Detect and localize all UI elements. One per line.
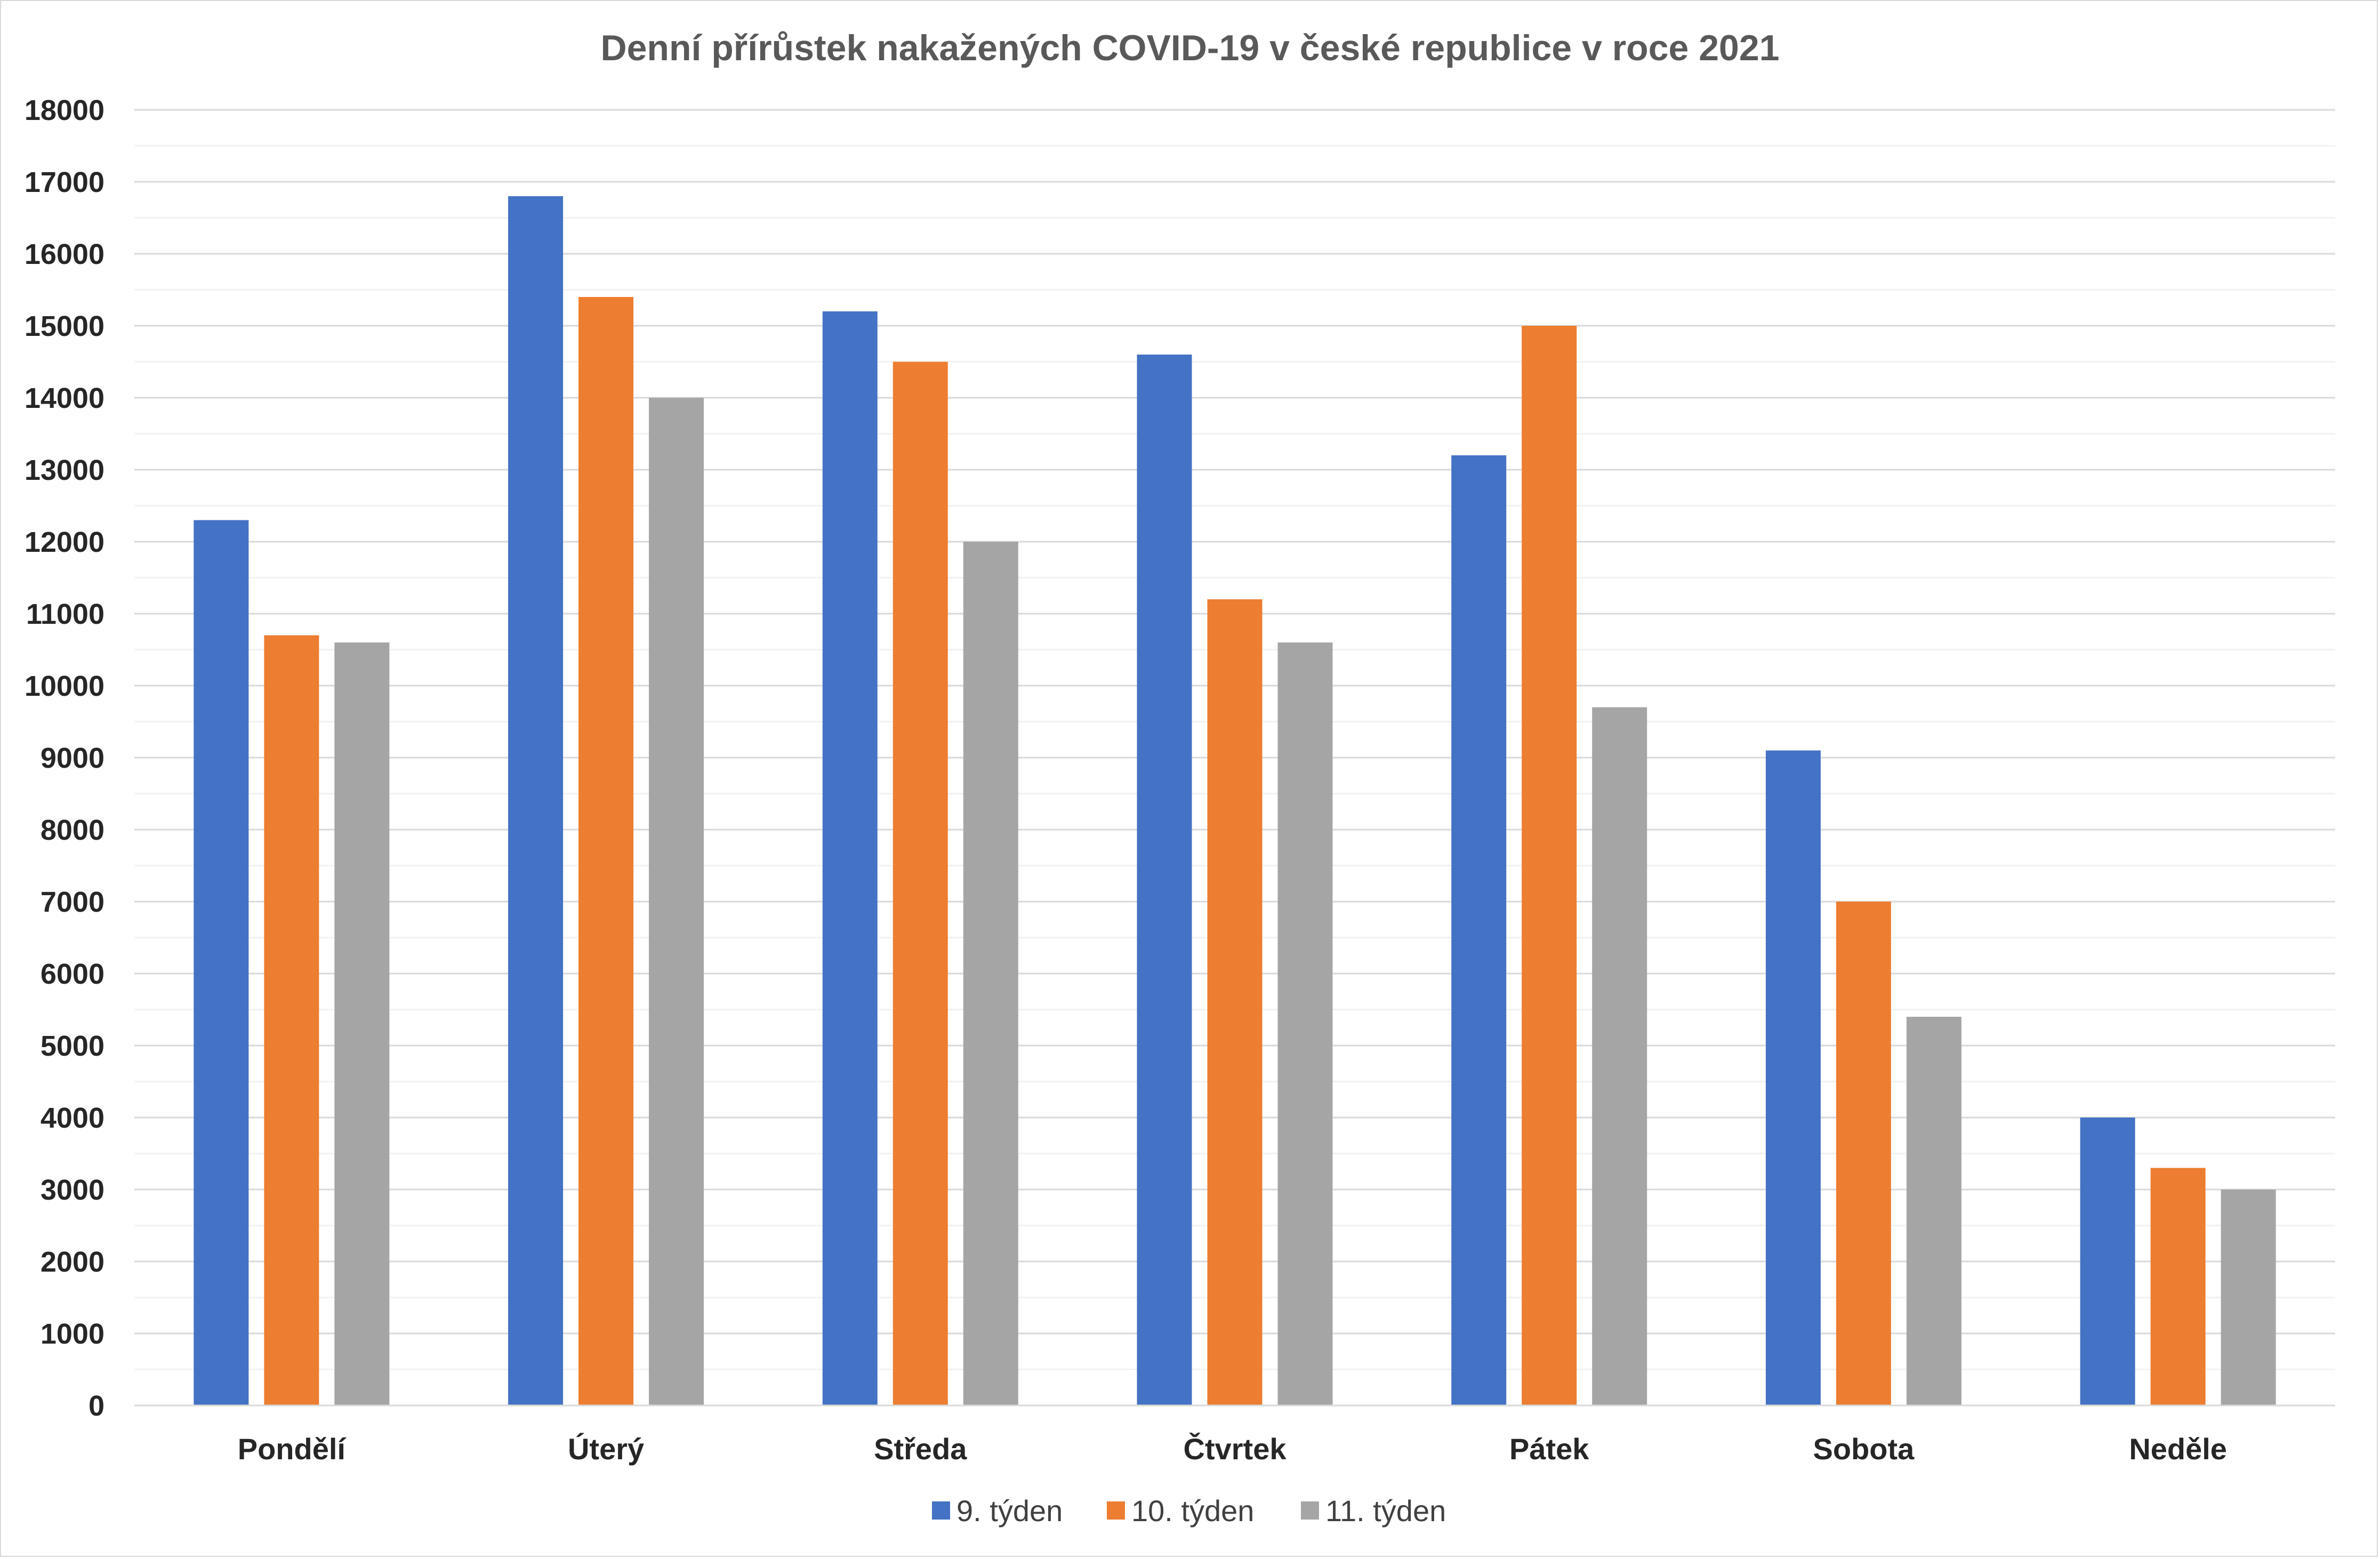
legend-label: 11. týden: [1325, 1494, 1446, 1528]
legend-label: 10. týden: [1131, 1494, 1254, 1528]
bar-3-2: [649, 398, 704, 1405]
chart-title: Denní přírůstek nakažených COVID-19 v če…: [600, 28, 1779, 68]
x-tick-label: Pátek: [1509, 1432, 1589, 1466]
y-tick-label: 2000: [41, 1246, 104, 1278]
y-tick-label: 0: [89, 1390, 104, 1422]
y-tick-label: 17000: [25, 166, 104, 198]
bar-2-4: [1207, 599, 1263, 1405]
bar-1-2: [508, 196, 564, 1405]
bar-3-3: [963, 542, 1018, 1405]
y-tick-label: 4000: [41, 1102, 104, 1134]
bar-2-6: [1836, 902, 1891, 1405]
y-tick-label: 18000: [25, 94, 104, 126]
legend: 9. týden 10. týden 11. týden: [932, 1494, 1446, 1528]
y-tick-label: 12000: [25, 526, 104, 558]
bar-3-1: [334, 642, 390, 1405]
y-tick-label: 5000: [41, 1030, 104, 1062]
bars: [194, 196, 2276, 1405]
y-tick-label: 14000: [25, 382, 104, 414]
x-axis-tick-labels: Pondělí Úterý Středa Čtvrtek Pátek Sobota Nedě…: [238, 1432, 2227, 1466]
x-tick-label: Pondělí: [238, 1432, 347, 1466]
bar-1-3: [822, 311, 878, 1405]
y-tick-label: 15000: [25, 310, 104, 342]
bar-2-2: [578, 297, 634, 1405]
y-tick-label: 9000: [41, 742, 104, 774]
y-tick-label: 11000: [26, 598, 104, 630]
bar-2-5: [1522, 326, 1577, 1405]
bar-3-4: [1277, 642, 1333, 1405]
legend-label: 9. týden: [956, 1494, 1063, 1528]
y-tick-label: 3000: [41, 1174, 104, 1206]
bar-1-6: [1765, 750, 1821, 1405]
y-tick-label: 16000: [25, 238, 104, 270]
y-tick-label: 7000: [41, 886, 104, 918]
bar-1-7: [2080, 1118, 2135, 1405]
bar-2-3: [892, 361, 948, 1405]
bar-2-1: [264, 635, 319, 1405]
bar-1-1: [194, 520, 249, 1405]
legend-swatch: [1301, 1501, 1319, 1520]
y-tick-label: 13000: [25, 454, 104, 486]
y-tick-label: 6000: [41, 958, 104, 990]
y-tick-label: 8000: [41, 814, 104, 846]
y-tick-label: 10000: [25, 670, 104, 702]
bar-3-6: [1906, 1017, 1961, 1405]
y-tick-label: 1000: [41, 1318, 104, 1350]
x-tick-label: Neděle: [2129, 1432, 2227, 1466]
legend-swatch: [1107, 1501, 1125, 1520]
x-tick-label: Úterý: [568, 1432, 644, 1466]
x-tick-label: Čtvrtek: [1184, 1432, 1287, 1466]
bar-3-7: [2221, 1190, 2276, 1405]
bar-1-5: [1451, 455, 1507, 1405]
legend-swatch: [932, 1501, 950, 1520]
x-tick-label: Sobota: [1813, 1432, 1915, 1466]
bar-3-5: [1592, 707, 1647, 1405]
y-axis-tick-labels: 0 1000 2000 3000 4000 5000 6000 7000 8000 9000 100…: [25, 94, 104, 1422]
bar-1-4: [1137, 355, 1192, 1405]
x-tick-label: Středa: [874, 1432, 967, 1466]
bar-2-7: [2150, 1168, 2206, 1405]
